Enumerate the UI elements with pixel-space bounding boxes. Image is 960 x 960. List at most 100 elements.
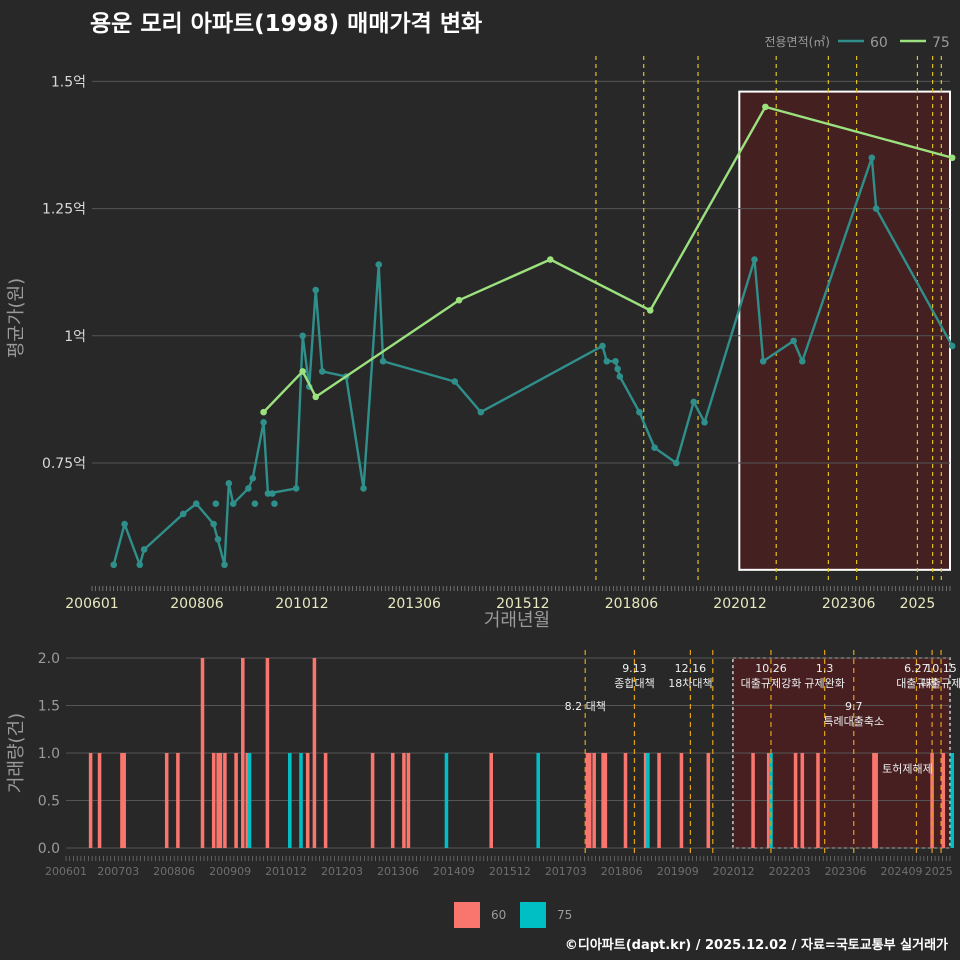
bar-60 bbox=[872, 753, 876, 848]
data-point-60 bbox=[451, 378, 459, 385]
bar-60 bbox=[816, 753, 820, 848]
bar-x-tick-label: 200601 bbox=[45, 865, 87, 878]
bar-60 bbox=[390, 753, 395, 848]
data-point-60 bbox=[292, 485, 300, 492]
bar-60 bbox=[874, 753, 878, 848]
data-point-60 bbox=[299, 332, 306, 340]
data-point-60 bbox=[790, 337, 797, 345]
data-point-75 bbox=[948, 154, 956, 162]
bar-x-tick-label: 201806 bbox=[601, 865, 643, 878]
data-point-60 bbox=[948, 342, 956, 350]
line-y-tick-label: 1.25억 bbox=[42, 202, 86, 218]
bar-60 bbox=[120, 753, 124, 848]
legend-title: 전용면적(㎡) bbox=[764, 35, 830, 49]
line-y-axis-title: 평균가(원) bbox=[6, 278, 27, 358]
bar-60 bbox=[643, 753, 648, 848]
data-point-60 bbox=[249, 474, 257, 482]
data-point-60 bbox=[477, 408, 485, 416]
bar-60 bbox=[216, 753, 220, 848]
bar-60 bbox=[176, 753, 180, 848]
bar-75 bbox=[299, 753, 303, 848]
bar-60 bbox=[370, 753, 375, 848]
bar-60 bbox=[164, 753, 169, 848]
bar-y-axis-title: 거래량(건) bbox=[6, 713, 27, 793]
data-point-60 bbox=[614, 365, 621, 373]
bar-x-tick-label: 2025 bbox=[925, 865, 953, 878]
bar-60 bbox=[489, 753, 493, 848]
data-point-60 bbox=[221, 561, 228, 569]
policy-annotation: 토허제해제 bbox=[882, 762, 933, 776]
data-point-75 bbox=[646, 307, 654, 314]
bar-60 bbox=[585, 753, 590, 848]
bar-x-tick-label: 201703 bbox=[545, 865, 587, 878]
legend-label-75: 75 bbox=[932, 35, 950, 51]
line-x-tick-label: 202012 bbox=[713, 596, 766, 612]
bar-60 bbox=[97, 753, 102, 848]
bar-75 bbox=[444, 753, 449, 848]
data-point-60 bbox=[375, 261, 383, 268]
bar-x-tick-label: 200703 bbox=[97, 865, 139, 878]
bar-60 bbox=[305, 753, 310, 848]
line-x-tick-label: 200806 bbox=[170, 596, 224, 612]
bar-60 bbox=[200, 658, 205, 848]
bar-60 bbox=[657, 753, 661, 848]
bar-75 bbox=[950, 753, 955, 848]
data-point-60 bbox=[798, 357, 806, 365]
bar-60 bbox=[706, 753, 711, 848]
bar-60 bbox=[265, 658, 270, 848]
bar-x-tick-label: 202203 bbox=[769, 865, 811, 878]
legend-label-bar-60: 60 bbox=[491, 908, 506, 922]
bar-60 bbox=[930, 753, 934, 848]
bar-60 bbox=[245, 753, 250, 848]
policy-annotation: 규제완화 bbox=[804, 677, 844, 690]
line-x-tick-label: 200601 bbox=[65, 596, 118, 612]
data-point-60 bbox=[312, 286, 320, 294]
bar-60 bbox=[402, 753, 406, 848]
bar-60 bbox=[323, 753, 328, 848]
bar-60 bbox=[766, 753, 771, 848]
data-point-60 bbox=[225, 480, 233, 487]
data-point-60 bbox=[701, 418, 708, 426]
data-point-75 bbox=[299, 368, 306, 375]
data-point-60 bbox=[260, 418, 267, 426]
bar-x-tick-label: 201012 bbox=[265, 865, 307, 878]
bar-75 bbox=[536, 753, 540, 848]
data-point-60 bbox=[140, 546, 148, 553]
data-point-60 bbox=[210, 520, 217, 528]
data-point-60 bbox=[599, 342, 606, 350]
policy-annotation: 10.15 bbox=[925, 662, 957, 675]
data-point-60 bbox=[212, 500, 220, 507]
legend-swatch-bar-75 bbox=[520, 902, 546, 928]
bar-y-tick-label: 0.5 bbox=[38, 794, 60, 810]
bar-60 bbox=[241, 658, 245, 848]
bar-75 bbox=[646, 753, 650, 848]
bar-x-tick-label: 200909 bbox=[209, 865, 251, 878]
line-x-tick-label: 202306 bbox=[822, 596, 876, 612]
bar-y-tick-label: 2.0 bbox=[38, 651, 60, 667]
bar-60 bbox=[800, 753, 805, 848]
bar-x-tick-label: 200806 bbox=[153, 865, 195, 878]
policy-annotation: 대출규제 bbox=[921, 677, 960, 690]
bar-60 bbox=[751, 753, 755, 848]
policy-annotation: 대출규제 bbox=[896, 677, 936, 690]
data-point-60 bbox=[603, 357, 611, 365]
data-point-60 bbox=[318, 368, 326, 375]
bar-75 bbox=[769, 753, 773, 848]
data-point-60 bbox=[379, 357, 387, 365]
data-point-60 bbox=[192, 500, 200, 507]
data-point-60 bbox=[690, 398, 697, 406]
data-point-60 bbox=[121, 520, 128, 528]
bar-60 bbox=[793, 753, 798, 848]
line-x-tick-label: 201512 bbox=[496, 596, 549, 612]
policy-annotation: 특례대출축소 bbox=[823, 715, 884, 728]
data-point-60 bbox=[673, 459, 680, 467]
bar-60 bbox=[223, 753, 227, 848]
bar-60 bbox=[122, 753, 126, 848]
bar-60 bbox=[234, 753, 238, 848]
line-y-tick-label: 1억 bbox=[64, 329, 86, 345]
data-point-60 bbox=[214, 536, 222, 543]
bar-x-tick-label: 201512 bbox=[489, 865, 531, 878]
data-point-60 bbox=[759, 357, 767, 365]
bar-60 bbox=[603, 753, 608, 848]
